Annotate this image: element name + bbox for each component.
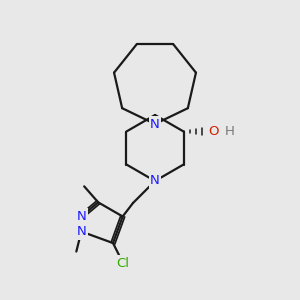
Text: N: N (150, 175, 160, 188)
Text: H: H (225, 125, 235, 138)
Text: N: N (76, 225, 86, 238)
Text: N: N (76, 210, 86, 223)
Text: N: N (150, 118, 160, 130)
Text: O: O (208, 125, 219, 138)
Text: Cl: Cl (116, 256, 130, 270)
Polygon shape (151, 115, 159, 124)
